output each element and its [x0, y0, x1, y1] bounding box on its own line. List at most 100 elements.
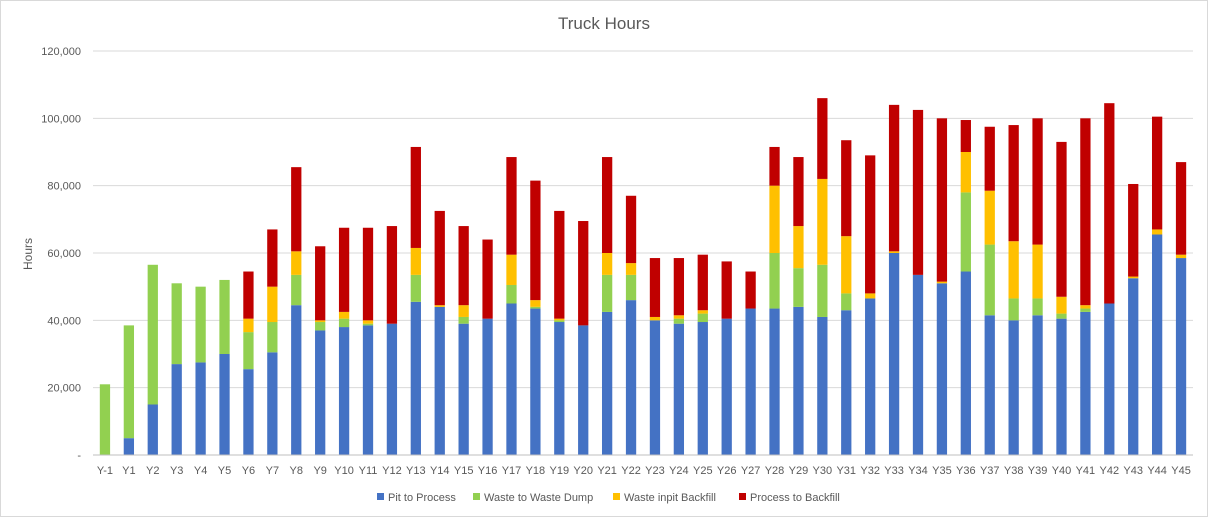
bar-segment [769, 146, 780, 186]
bar-segment [410, 247, 421, 275]
bar-segment [673, 258, 685, 316]
chart-title: Truck Hours [558, 14, 650, 33]
y-axis-title: Hours [21, 238, 35, 270]
y-tick-label: 80,000 [47, 181, 81, 193]
bar-segment [817, 178, 828, 265]
x-tick-label: Y24 [669, 465, 689, 477]
bar-segment [267, 229, 278, 287]
bar-segment [219, 279, 230, 354]
bar-segment [1175, 258, 1187, 455]
bar-segment [1151, 234, 1163, 455]
bar-segment [1128, 183, 1139, 277]
y-tick-label: 100,000 [41, 113, 81, 125]
bar-segment [578, 325, 589, 455]
bar-segment [697, 322, 708, 455]
bar-segment [1128, 278, 1139, 455]
x-tick-label: Y17 [502, 465, 522, 477]
legend-swatch [473, 493, 480, 500]
bar-segment [410, 274, 421, 302]
x-tick-label: Y45 [1171, 465, 1191, 477]
bar-segment [793, 157, 804, 227]
bar-segment [769, 308, 780, 455]
bar-segment [362, 320, 374, 324]
bar-segment [697, 254, 708, 311]
bar-segment [984, 190, 995, 245]
bar-segment [1080, 305, 1091, 309]
bar-segment [649, 316, 661, 321]
y-tick-label: - [77, 450, 81, 462]
bar-segment [1056, 313, 1067, 319]
bar-segment [315, 322, 326, 331]
bar-segment [530, 180, 541, 301]
x-tick-label: Y35 [932, 465, 952, 477]
bar-segment [243, 318, 254, 333]
bar-segment [243, 369, 254, 455]
x-tick-label: Y26 [717, 465, 737, 477]
bar-segment [506, 284, 517, 304]
bar-segment [434, 305, 445, 307]
x-tick-label: Y7 [266, 465, 279, 477]
bar-segment [267, 352, 278, 455]
legend-label: Waste to Waste Dump [484, 492, 593, 504]
x-tick-label: Y6 [242, 465, 255, 477]
bar-segment [936, 118, 948, 282]
bar-segment [1128, 276, 1139, 279]
bar-segment [554, 322, 565, 455]
legend-label: Waste inpit Backfill [624, 492, 716, 504]
x-tick-label: Y25 [693, 465, 713, 477]
bar-segment [1080, 311, 1091, 455]
bar-segment [386, 323, 398, 455]
bar-segment [1008, 125, 1019, 242]
bar-segment [99, 384, 111, 455]
x-tick-label: Y27 [741, 465, 761, 477]
bar-segment [673, 315, 685, 319]
x-tick-label: Y-1 [97, 465, 113, 477]
bar-segment [865, 298, 876, 455]
x-tick-label: Y36 [956, 465, 976, 477]
bar-segment [649, 258, 661, 317]
bar-segment [362, 227, 374, 321]
x-tick-label: Y21 [597, 465, 617, 477]
bar-segment [912, 274, 924, 455]
bar-segment [458, 316, 469, 324]
x-tick-label: Y5 [218, 465, 231, 477]
bar-segment [1008, 241, 1019, 299]
bar-segment [841, 140, 852, 237]
bar-segment [888, 104, 900, 252]
x-tick-label: Y22 [621, 465, 641, 477]
bar-segment [434, 210, 445, 306]
y-tick-label: 20,000 [47, 383, 81, 395]
bar-segment [195, 286, 206, 363]
bar-segment [1056, 141, 1067, 297]
bar-segment [578, 221, 589, 326]
bar-segment [1080, 308, 1091, 312]
legend-label: Process to Backfill [750, 492, 840, 504]
bar-segment [1151, 116, 1163, 230]
bar-segment [267, 322, 278, 353]
x-tick-label: Y20 [573, 465, 593, 477]
y-tick-label: 40,000 [47, 315, 81, 327]
bar-segment [721, 318, 732, 455]
x-tick-label: Y43 [1123, 465, 1143, 477]
bar-segment [960, 192, 971, 272]
bar-segment [267, 286, 278, 323]
bar-segment [960, 120, 971, 152]
bar-segment [554, 318, 565, 321]
bar-segment [649, 320, 661, 455]
bar-segment [817, 316, 828, 455]
bar-segment [338, 227, 350, 312]
bar-segment [841, 236, 852, 294]
bar-segment [960, 271, 971, 455]
bar-segment [745, 271, 756, 309]
bar-segment [147, 404, 158, 455]
bar-segment [1008, 320, 1019, 455]
bar-segment [841, 310, 852, 455]
bar-segment [1056, 296, 1067, 314]
x-tick-label: Y13 [406, 465, 426, 477]
bar-segment [554, 320, 565, 323]
bar-segment [195, 362, 206, 455]
bar-segment [1032, 244, 1043, 299]
x-tick-label: Y44 [1147, 465, 1167, 477]
legend-swatch [613, 493, 620, 500]
x-tick-label: Y30 [813, 465, 833, 477]
